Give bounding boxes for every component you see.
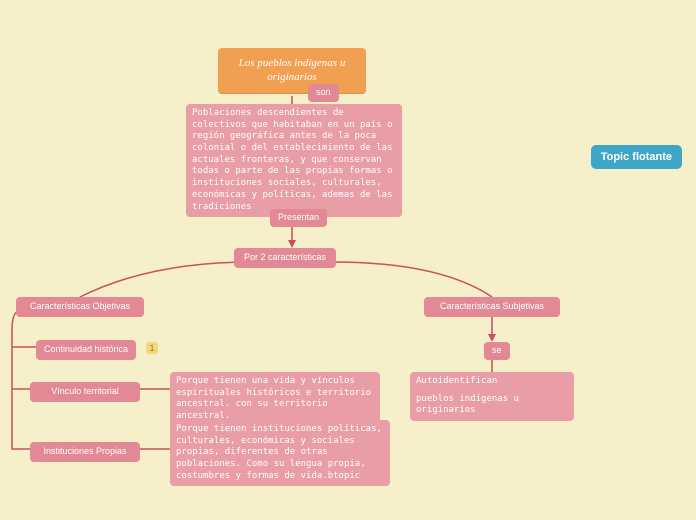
subjetivas-title[interactable]: Características Subjetivas (424, 297, 560, 317)
instituciones-desc-text: Porque tienen instituciones políticas, c… (176, 424, 382, 481)
pueblos-text: pueblos indígenas u originarios (416, 394, 568, 417)
vinculo-desc-text: Porque tienen una vida y vínculos espiri… (176, 376, 371, 421)
presentan-node[interactable]: Presentan (270, 209, 327, 227)
vinculo-desc[interactable]: Porque tienen una vida y vínculos espiri… (170, 372, 380, 427)
vinculo-text: Vínculo territorial (51, 386, 119, 396)
por2-label: Por 2 características (244, 252, 326, 262)
por2-node[interactable]: Por 2 características (234, 248, 336, 268)
subjetivas-title-text: Características Subjetivas (440, 301, 544, 311)
se-label: se (492, 345, 502, 355)
vinculo-node[interactable]: Vínculo territorial (30, 382, 140, 402)
se-node[interactable]: se (484, 342, 510, 360)
autoidentifican-text: Autoidentifican (416, 376, 568, 388)
title-text: Los pueblos indígenas u originarios (239, 57, 346, 83)
objetivas-title-text: Características Objetivas (30, 301, 130, 311)
presentan-label: Presentan (278, 212, 319, 222)
autoidentifican-node[interactable]: Autoidentifican pueblos indígenas u orig… (410, 372, 574, 421)
instituciones-text: Instituciones Propias (43, 446, 126, 456)
son-node[interactable]: son (308, 84, 339, 102)
float-label: Topic flotante (601, 151, 672, 163)
objetivas-title[interactable]: Características Objetivas (16, 297, 144, 317)
instituciones-desc[interactable]: Porque tienen instituciones políticas, c… (170, 420, 390, 486)
definition-node[interactable]: Poblaciones descendientes de colectivos … (186, 104, 402, 217)
continuidad-text: Continuidad histórica (44, 344, 128, 354)
continuidad-badge: 1 (146, 342, 158, 354)
instituciones-node[interactable]: Instituciones Propias (30, 442, 140, 462)
title-node[interactable]: Los pueblos indígenas u originarios (218, 48, 366, 94)
continuidad-node[interactable]: Continuidad histórica (36, 340, 136, 360)
son-label: son (316, 87, 331, 97)
topic-flotante-button[interactable]: Topic flotante (591, 145, 682, 169)
definition-text: Poblaciones descendientes de colectivos … (192, 108, 392, 212)
badge-text: 1 (149, 343, 154, 353)
